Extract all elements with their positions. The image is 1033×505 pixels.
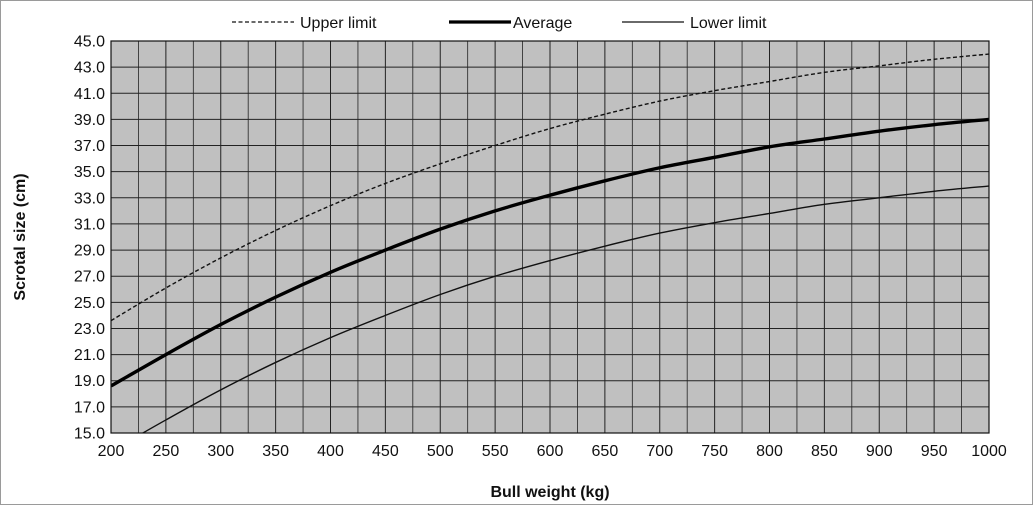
x-axis-tick-labels: 200 250 300 350 400 450 500 550 600 650 700 750 800 8… bbox=[98, 443, 1007, 460]
legend-label-upper-limit: Upper limit bbox=[300, 15, 377, 32]
series-line-lower-limit bbox=[141, 185, 989, 433]
x-tick-label: 1000 bbox=[971, 443, 1007, 460]
y-tick-label: 45.0 bbox=[74, 34, 105, 51]
y-axis-title: Scrotal size (cm) bbox=[12, 173, 29, 300]
y-tick-label: 15.0 bbox=[74, 426, 105, 443]
series-line-average bbox=[111, 117, 989, 388]
y-tick-label: 23.0 bbox=[74, 321, 105, 338]
x-axis-title: Bull weight (kg) bbox=[490, 484, 609, 501]
y-tick-label: 19.0 bbox=[74, 373, 105, 390]
series-line-upper-limit bbox=[111, 53, 989, 322]
x-tick-label: 650 bbox=[592, 443, 619, 460]
x-tick-label: 250 bbox=[153, 443, 180, 460]
y-tick-label: 43.0 bbox=[74, 60, 105, 77]
y-tick-label: 33.0 bbox=[74, 190, 105, 207]
x-tick-label: 700 bbox=[646, 443, 673, 460]
x-tick-label: 400 bbox=[317, 443, 344, 460]
x-tick-label: 900 bbox=[866, 443, 893, 460]
x-tick-label: 450 bbox=[372, 443, 399, 460]
y-tick-label: 17.0 bbox=[74, 399, 105, 416]
y-tick-label: 25.0 bbox=[74, 295, 105, 312]
x-tick-label: 750 bbox=[701, 443, 728, 460]
x-tick-label: 600 bbox=[537, 443, 564, 460]
x-tick-label: 550 bbox=[482, 443, 509, 460]
x-tick-label: 300 bbox=[207, 443, 234, 460]
legend-label-average: Average bbox=[513, 15, 572, 32]
y-tick-label: 31.0 bbox=[74, 216, 105, 233]
x-tick-label: 850 bbox=[811, 443, 838, 460]
x-tick-label: 500 bbox=[427, 443, 454, 460]
legend: Upper limit Average Lower limit bbox=[232, 15, 767, 32]
legend-label-lower-limit: Lower limit bbox=[690, 15, 767, 32]
y-tick-label: 39.0 bbox=[74, 112, 105, 129]
y-tick-label: 21.0 bbox=[74, 347, 105, 364]
series-lines bbox=[111, 53, 989, 433]
x-tick-label: 200 bbox=[98, 443, 125, 460]
y-tick-label: 37.0 bbox=[74, 138, 105, 155]
x-tick-label: 950 bbox=[921, 443, 948, 460]
y-axis-tick-labels: 15.0 17.0 19.0 21.0 23.0 25.0 27.0 29.0 31.0 33.0… bbox=[74, 34, 105, 443]
y-tick-label: 41.0 bbox=[74, 86, 105, 103]
y-tick-label: 27.0 bbox=[74, 269, 105, 286]
plot-border bbox=[110, 40, 990, 434]
y-tick-label: 35.0 bbox=[74, 164, 105, 181]
x-tick-label: 800 bbox=[756, 443, 783, 460]
y-tick-label: 29.0 bbox=[74, 243, 105, 260]
x-tick-label: 350 bbox=[262, 443, 289, 460]
